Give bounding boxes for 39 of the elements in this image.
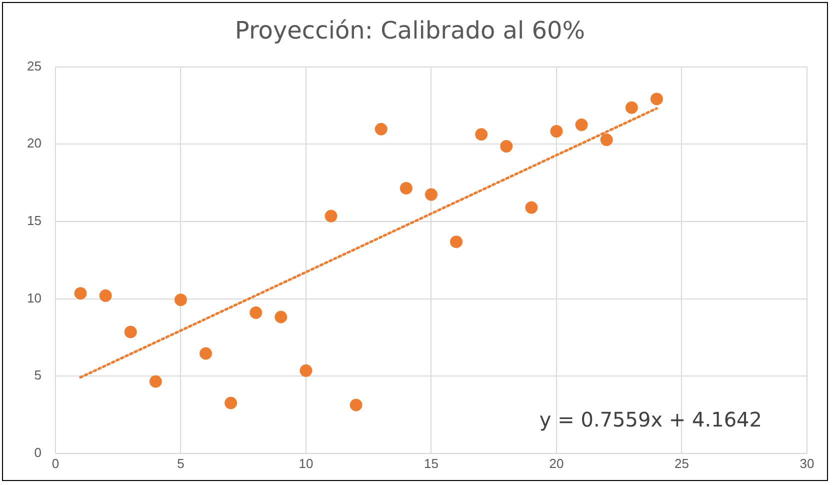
point: [350, 398, 362, 412]
chart-title: Proyección: Calibrado al 60%: [234, 16, 586, 45]
point: [74, 287, 87, 300]
y-tick-label: 10: [26, 290, 42, 306]
y-tick-label: 25: [26, 58, 42, 74]
point: [274, 310, 288, 324]
point: [650, 92, 663, 106]
annotation: y = 0.7559x + 4.1642: [539, 408, 762, 432]
point: [475, 128, 488, 141]
point: [124, 326, 137, 338]
x-tick-label: 5: [177, 456, 184, 471]
point: [600, 134, 613, 146]
x-tick-label: 25: [674, 456, 689, 471]
point: [550, 125, 563, 138]
y-tick-label: 15: [26, 213, 42, 228]
point: [424, 188, 438, 201]
point: [374, 122, 388, 136]
point: [174, 294, 187, 306]
point: [525, 201, 538, 214]
x-tick-label: 30: [800, 456, 814, 471]
point: [250, 306, 262, 319]
x-tick-label: 10: [298, 456, 314, 471]
x-tick-label: 15: [424, 456, 438, 471]
point: [500, 140, 513, 153]
point: [300, 364, 312, 377]
point: [99, 289, 112, 302]
point: [450, 236, 463, 248]
y-tick-label: 20: [26, 136, 42, 151]
x-tick-label: 20: [549, 456, 564, 471]
y-tick-label: 5: [34, 368, 42, 383]
point: [400, 182, 412, 194]
point: [625, 101, 638, 114]
x-tick-label: 0: [52, 456, 60, 471]
point: [224, 396, 238, 410]
point: [149, 375, 162, 388]
point: [324, 210, 338, 222]
y-tick-label: 0: [34, 444, 42, 460]
point: [200, 347, 212, 360]
point: [575, 118, 588, 132]
